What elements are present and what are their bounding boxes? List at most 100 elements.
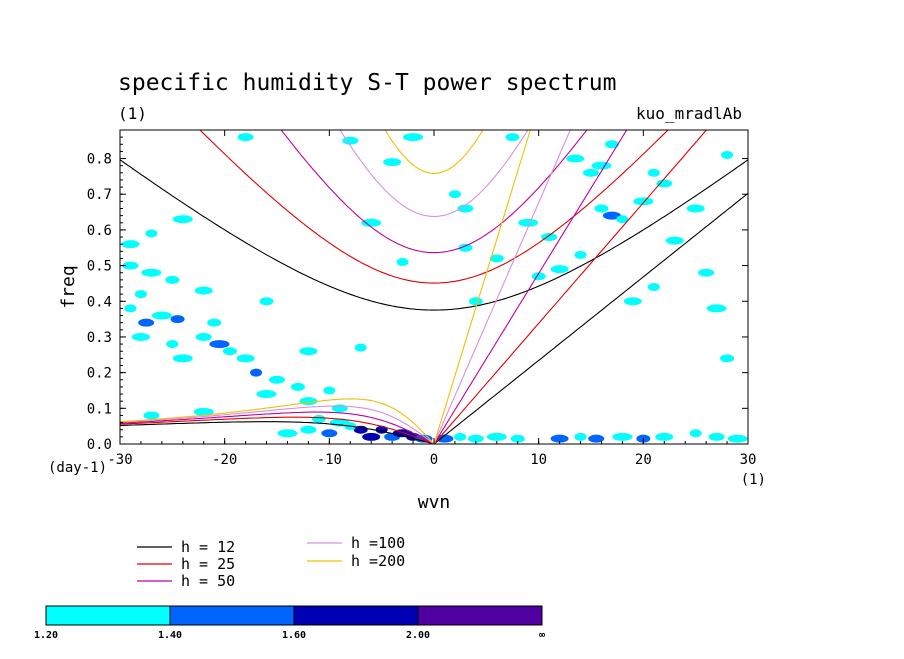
x-tick-label: 0 [430, 452, 438, 468]
contour-region [505, 133, 520, 142]
contour-region [323, 386, 336, 395]
y-tick-label: 0.6 [87, 223, 112, 239]
contour-region [720, 354, 735, 363]
contour-region [518, 218, 539, 227]
contour-region [209, 340, 230, 349]
colorbar: 1.20 1.40 1.60 2.00 ∞ [34, 605, 545, 641]
y-tick-label: 0.4 [87, 294, 112, 310]
x-tick-label: -30 [107, 452, 132, 468]
colorbar-swatch [169, 605, 295, 626]
contour-region [172, 354, 193, 363]
y-axis: 0.0 0.1 0.2 0.3 0.4 0.5 0.6 0.7 0.8 [87, 136, 748, 453]
y-axis-label: freq [58, 265, 79, 308]
contour-region [721, 150, 734, 159]
contour-region [541, 233, 558, 242]
contour-region [489, 254, 504, 263]
contour-region [550, 265, 569, 274]
contour-region [362, 432, 381, 441]
legend-label: h = 25 [181, 555, 235, 573]
dispersion-curve-rossby [120, 405, 435, 444]
contour-region [121, 240, 140, 249]
dispersion-curve-rossby [120, 411, 435, 444]
contour-region [131, 332, 150, 341]
legend-label: h =100 [351, 534, 405, 552]
contour-region [655, 432, 674, 441]
contour-region [458, 243, 473, 252]
contour-region [256, 390, 277, 399]
contour-region [331, 404, 348, 413]
contour-region [468, 297, 483, 306]
contour-region [550, 434, 569, 443]
contour-region [290, 382, 305, 391]
legend-label: h = 50 [181, 572, 235, 590]
contour-region [467, 434, 484, 443]
colorbar-label: ∞ [539, 630, 545, 641]
dispersion-curve-kelvin [433, 192, 748, 444]
contour-region [383, 158, 402, 167]
contour-region [269, 375, 285, 384]
contour-region [602, 211, 621, 220]
y-tick-label: 0.0 [87, 437, 112, 453]
colorbar-label: 2.00 [406, 630, 430, 641]
contour-region [193, 407, 214, 416]
contour-region [403, 133, 424, 142]
contour-region [195, 332, 212, 341]
contour-region [727, 434, 748, 443]
contour-region [396, 258, 409, 267]
contour-region [604, 140, 619, 149]
contour-region [647, 283, 660, 291]
contour-region [134, 290, 147, 299]
contour-region [138, 318, 155, 327]
legend-label: h =200 [351, 552, 405, 570]
contour-region [122, 261, 139, 270]
contour-region [574, 432, 587, 441]
contour-region [594, 204, 609, 213]
contour-region [448, 190, 461, 199]
contour-region [321, 429, 338, 438]
contour-region [633, 197, 654, 206]
dispersion-curve-rossby [120, 421, 435, 444]
contour-region [656, 179, 673, 188]
y-tick-label: 0.5 [87, 259, 112, 275]
shaded-regions [121, 133, 748, 443]
legend-label: h = 12 [181, 538, 235, 556]
contour-region [354, 343, 367, 352]
chart-subtitle-left: (1) [118, 104, 147, 123]
contour-region [194, 286, 213, 295]
contour-region [124, 304, 137, 313]
contour-region [166, 340, 179, 349]
x-tick-label: -10 [317, 452, 342, 468]
y-tick-label: 0.2 [87, 366, 112, 382]
contour-region [591, 161, 612, 170]
dispersion-curve-rossby [120, 398, 435, 444]
dispersion-curve-ig [339, 130, 529, 217]
contour-region [454, 432, 467, 441]
dispersion-curve-ig [280, 130, 588, 254]
contour-region [236, 354, 255, 363]
x-tick-label: 10 [530, 452, 547, 468]
y-tick-label: 0.7 [87, 187, 112, 203]
contour-region [612, 432, 633, 441]
contour-region [706, 304, 727, 313]
contour-region [165, 275, 180, 284]
contour-region [145, 229, 158, 238]
dispersion-curve-kelvin [433, 130, 628, 444]
contour-region [299, 347, 318, 356]
contour-region [574, 250, 587, 259]
colorbar-swatch [417, 605, 543, 626]
dispersion-curve-kelvin [433, 130, 531, 444]
y-tick-label: 0.1 [87, 401, 112, 417]
contour-region [259, 297, 274, 306]
colorbar-label: 1.40 [158, 630, 182, 641]
chart-title: specific humidity S-T power spectrum [118, 70, 617, 96]
contour-region [151, 311, 172, 320]
contour-region [510, 434, 525, 443]
x-axis-label: wvn [418, 492, 451, 513]
contour-region [708, 432, 725, 441]
contour-region [616, 215, 629, 224]
contour-region [457, 204, 474, 213]
contour-region [172, 215, 193, 224]
colorbar-swatch [45, 605, 171, 626]
